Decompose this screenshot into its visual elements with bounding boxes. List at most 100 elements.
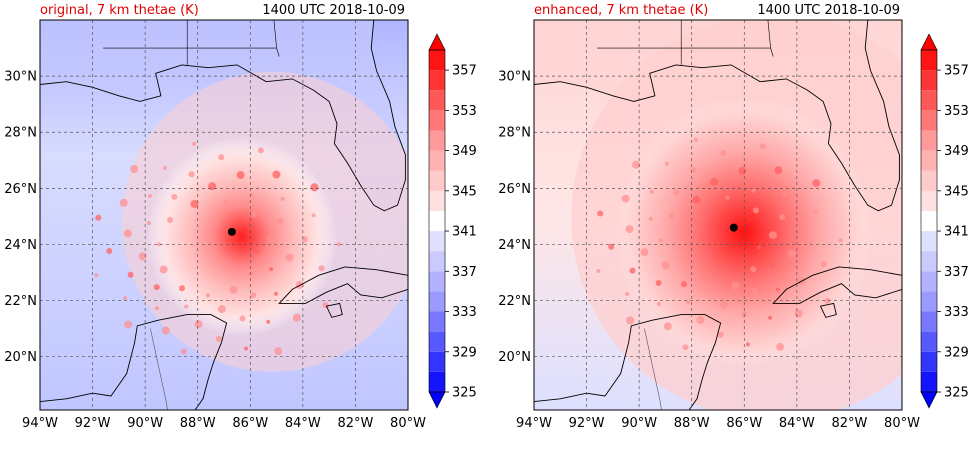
- lat-tick-label: 24°N: [498, 238, 531, 253]
- colorbar-tick-label: 349: [452, 144, 477, 159]
- state-border: [597, 47, 774, 57]
- rainband-cell: [648, 216, 653, 221]
- colorbar-segment: [921, 70, 937, 91]
- rainband-cell: [119, 198, 128, 207]
- rainband-cell: [768, 315, 773, 320]
- colorbar-tick-label: 329: [452, 345, 477, 360]
- colorbar-segment: [429, 251, 445, 272]
- rainband-cell: [597, 210, 604, 217]
- rainband-cell: [179, 285, 185, 292]
- country-border: [644, 328, 662, 410]
- rainband-cell: [124, 320, 133, 329]
- rainband-cell: [215, 336, 222, 342]
- rainband-cell: [719, 300, 728, 309]
- colorbar-tick-label: 325: [944, 386, 969, 401]
- colorbar-segment: [429, 291, 445, 312]
- colorbar-segment: [429, 331, 445, 352]
- lat-tick-label: 20°N: [4, 350, 37, 365]
- storm-center-marker: [227, 227, 236, 236]
- rainband-cell: [194, 320, 203, 329]
- lat-tick-label: 28°N: [498, 126, 531, 141]
- colorbar-segment: [921, 50, 937, 71]
- colorbar-tick-label: 345: [452, 184, 477, 199]
- country-border: [150, 328, 168, 410]
- colorbar-tick-label: 349: [944, 144, 969, 159]
- colorbar-segment: [429, 90, 445, 111]
- rainband-cell: [812, 179, 821, 188]
- rainband-cell: [188, 171, 195, 178]
- rainband-cell: [756, 245, 761, 250]
- rainband-cell: [251, 211, 257, 218]
- panel-title-right: 1400 UTC 2018-10-09: [757, 3, 900, 18]
- colorbar-segment: [429, 371, 445, 392]
- rainband-cell: [127, 271, 134, 278]
- rainband-cell: [208, 182, 217, 191]
- colorbar-segment: [921, 130, 937, 151]
- colorbar-segment: [429, 70, 445, 91]
- rainband-cell: [292, 313, 301, 322]
- rainband-cell: [621, 194, 630, 203]
- rainband-cell: [167, 217, 174, 223]
- rainband-cell: [752, 287, 758, 294]
- rainband-cell: [274, 291, 278, 296]
- lat-tick-label: 26°N: [4, 182, 37, 197]
- rainband-cell: [285, 253, 294, 262]
- rainband-cell: [686, 300, 691, 305]
- colorbar-segment: [429, 231, 445, 252]
- rainband-cell: [663, 322, 672, 331]
- colorbar-segment: [921, 110, 937, 131]
- rainband-cell: [813, 209, 818, 214]
- state-border: [767, 20, 771, 49]
- rainband-cell: [272, 170, 281, 179]
- colorbar-tick-label: 345: [944, 184, 969, 199]
- lat-tick-label: 30°N: [498, 70, 531, 85]
- lat-tick-label: 28°N: [4, 126, 37, 141]
- colorbar: 325 329 333 337 341 345 349 353 357: [920, 33, 969, 409]
- panel-title-left: enhanced, 7 km thetae (K): [534, 3, 708, 18]
- rainband-cell: [692, 195, 701, 204]
- rainband-cell: [123, 296, 128, 301]
- thetae-field: [534, 20, 902, 410]
- colorbar: 325 329 333 337 341 345 349 353 357: [428, 33, 477, 409]
- rainband-cell: [223, 199, 228, 204]
- rainband-cell: [682, 344, 689, 351]
- rainband-cell: [680, 281, 687, 288]
- rainband-cell: [820, 261, 827, 268]
- colorbar-tick-label: 341: [452, 225, 477, 240]
- rainband-cell: [776, 342, 785, 351]
- rainband-cell: [649, 189, 654, 194]
- rainband-cell: [673, 189, 680, 196]
- lat-tick-label: 22°N: [498, 294, 531, 309]
- rainband-cell: [156, 242, 161, 247]
- rainband-cell: [725, 195, 730, 200]
- rainband-cell: [206, 293, 210, 298]
- rainband-cell: [608, 243, 615, 250]
- rainband-cell: [318, 265, 325, 272]
- colorbar-segment: [921, 291, 937, 312]
- lat-tick-label: 24°N: [4, 238, 37, 253]
- thetae-field: [40, 20, 408, 410]
- lon-tick-label: 86°W: [726, 416, 762, 431]
- colorbar-segment: [429, 170, 445, 191]
- rainband-cell: [774, 166, 783, 175]
- rainband-cell: [751, 188, 756, 193]
- storm-core: [146, 137, 337, 337]
- rainband-cell: [779, 214, 786, 220]
- rainband-cell: [720, 150, 727, 156]
- rainband-cell: [787, 249, 796, 258]
- colorbar-segment: [429, 150, 445, 171]
- rainband-cell: [707, 289, 712, 294]
- colorbar-segment: [921, 190, 937, 211]
- rainband-cell: [236, 171, 245, 179]
- rainband-cell: [696, 315, 705, 324]
- lon-tick-label: 94°W: [516, 416, 552, 431]
- colorbar-segment: [921, 271, 937, 292]
- rainband-cell: [218, 154, 225, 161]
- colorbar-tick-label: 353: [452, 104, 477, 119]
- rainband-cell: [192, 141, 197, 146]
- panel-title-right: 1400 UTC 2018-10-09: [262, 3, 405, 18]
- lon-tick-label: 90°W: [621, 416, 657, 431]
- rainband-cell: [690, 167, 697, 173]
- colorbar-extend-max: [428, 33, 446, 51]
- rainband-cell: [738, 166, 747, 175]
